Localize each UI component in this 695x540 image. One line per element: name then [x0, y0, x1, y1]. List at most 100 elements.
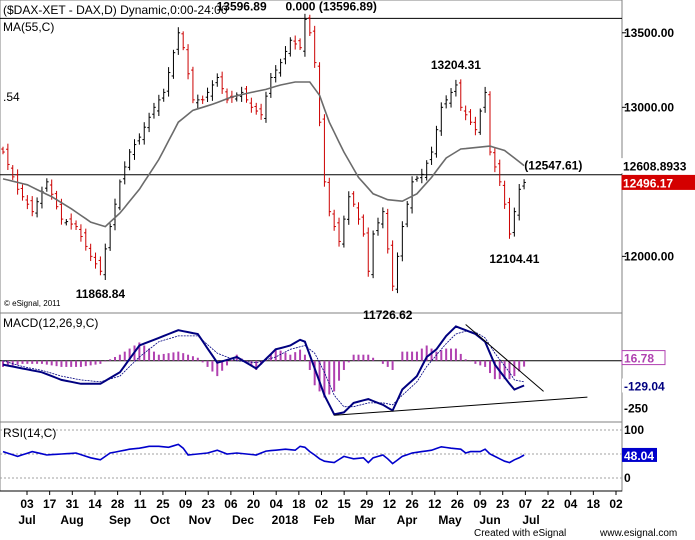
candle — [342, 215, 346, 248]
x-axis: 03 17 31 14 28 11 25 09 23 06 20 04 18 02 15 29 12 26 12 26… — [0, 490, 623, 527]
candle — [361, 214, 366, 237]
candle — [30, 196, 35, 217]
price-box: 12608.8933 — [621, 158, 695, 174]
month-label: May — [438, 513, 462, 527]
candle — [371, 230, 375, 279]
price-panel-frame — [0, 0, 623, 314]
x-tick-label: 06 — [224, 497, 238, 511]
macd-tick: 16.78 — [621, 350, 666, 366]
x-tick-label: 31 — [66, 497, 80, 511]
x-tick-label: 09 — [179, 497, 193, 511]
x-tick-label: 11 — [134, 497, 147, 511]
month-label: 2018 — [272, 513, 299, 527]
price-annotation: 11868.84 — [76, 287, 126, 301]
candle — [98, 256, 103, 276]
rsi-axis: 100 48.04 0 — [622, 423, 657, 485]
x-tick-label: 23 — [496, 497, 510, 511]
candle — [420, 168, 424, 184]
candle — [463, 105, 468, 121]
candle — [113, 198, 117, 231]
candle — [468, 109, 473, 125]
candle — [395, 252, 400, 294]
candle — [122, 161, 127, 185]
candle — [488, 91, 492, 156]
x-tick-label: 23 — [202, 497, 216, 511]
x-tick-label: 02 — [609, 497, 623, 511]
candle — [293, 35, 297, 50]
candle — [415, 175, 419, 182]
candle — [458, 79, 463, 111]
candle — [522, 179, 526, 190]
month-label: Apr — [397, 513, 418, 527]
price-axis: 13500.00 13000.00 12000.00 12608.8933 12496.… — [621, 26, 695, 263]
candle — [244, 86, 249, 103]
candle — [132, 139, 137, 160]
rsi-value-box — [622, 447, 657, 462]
candle — [346, 191, 351, 225]
ma-55-line — [2, 81, 525, 228]
macd-label: MACD(12,26,9,C) — [3, 316, 98, 330]
candle — [1, 146, 5, 155]
price-annotation: 11726.62 — [363, 308, 413, 322]
price-annotations: 13596.89 0.000 (13596.89) 13204.31 (12547.6… — [76, 0, 583, 322]
candle — [83, 228, 88, 251]
candle — [512, 207, 517, 237]
candle — [454, 79, 458, 97]
candle — [444, 95, 448, 109]
macd-tick: -250 — [624, 402, 648, 416]
candle — [176, 27, 181, 55]
chart-title: ($DAX-XET - DAX,D) Dynamic,0:00-24:00 — [3, 3, 228, 17]
month-label: Feb — [313, 513, 334, 527]
x-tick-label: 04 — [564, 497, 578, 511]
x-tick-label: 25 — [156, 497, 170, 511]
candle — [273, 65, 278, 83]
macd-tick-box — [621, 350, 666, 366]
candle — [473, 116, 478, 136]
candle — [400, 221, 405, 262]
candle — [142, 122, 147, 145]
month-label: Jun — [479, 513, 500, 527]
x-tick-label: 12 — [383, 497, 397, 511]
macd-tick-label: 16.78 — [624, 352, 654, 366]
price-annotation: 13204.31 — [431, 58, 481, 72]
candle — [390, 240, 395, 292]
candle — [147, 112, 151, 133]
x-tick-label: 26 — [405, 497, 419, 511]
candle — [157, 94, 161, 116]
candle — [381, 207, 385, 229]
rsi-tick-label: 100 — [624, 423, 644, 437]
month-label: Dec — [232, 513, 254, 527]
candle — [35, 197, 39, 218]
price-box-bg — [621, 158, 695, 174]
month-label: Aug — [60, 513, 83, 527]
macd-trendline — [465, 324, 544, 392]
candle — [351, 191, 356, 207]
candle — [118, 179, 122, 211]
x-tick-label: 22 — [541, 497, 555, 511]
x-tick-label: 09 — [473, 497, 487, 511]
x-tick-label: 18 — [292, 497, 306, 511]
footer-right: www.esignal.com — [599, 528, 677, 539]
month-label: Nov — [189, 513, 212, 527]
candle — [210, 80, 215, 101]
candle — [502, 180, 507, 209]
candle — [254, 102, 259, 115]
candle — [108, 223, 112, 251]
price-horizontal-lines — [0, 17, 622, 176]
candle — [298, 38, 302, 51]
candle — [322, 114, 327, 187]
rsi-tick-label: 0 — [624, 471, 631, 485]
month-label: Mar — [354, 513, 376, 527]
x-tick-label: 20 — [247, 497, 261, 511]
price-annotation: (12547.61) — [524, 159, 582, 173]
copyright-label: © eSignal, 2011 — [4, 299, 61, 308]
month-label: Jul — [18, 513, 35, 527]
macd-tick-box — [622, 378, 665, 393]
rsi-tick-label: 48.04 — [624, 449, 654, 463]
price-annotation: 12104.41 — [489, 252, 539, 266]
candle — [196, 94, 200, 109]
macd-tick-label: -250 — [624, 402, 648, 416]
candle — [181, 31, 185, 51]
x-tick-label: 02 — [315, 497, 329, 511]
candle — [366, 227, 371, 277]
